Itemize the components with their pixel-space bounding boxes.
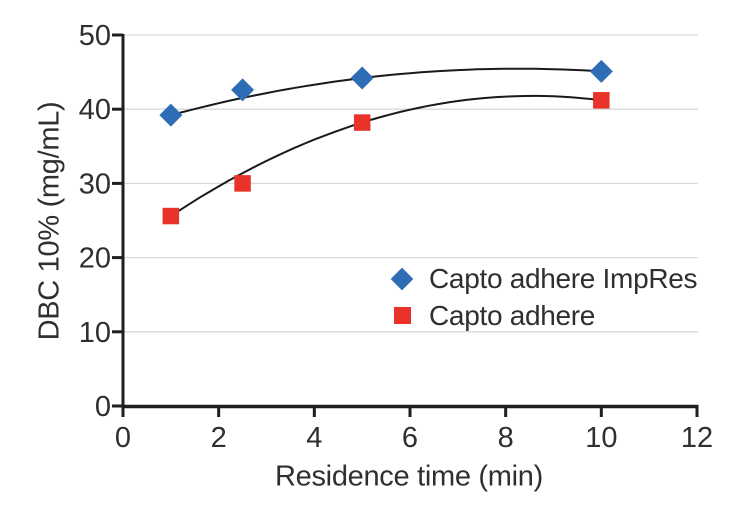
legend-item-label: Capto adhere ImpRes: [429, 262, 698, 294]
square-marker-icon: [393, 307, 411, 324]
x-tick-label-10: 10: [585, 422, 617, 454]
data-point-diamond: [350, 66, 374, 90]
x-axis-title: Residence time (min): [275, 460, 543, 493]
data-point-square: [593, 92, 610, 109]
diamond-marker-icon: [390, 267, 414, 290]
data-point-diamond: [231, 78, 255, 102]
x-tick-label-6: 6: [402, 422, 418, 454]
y-axis-title: DBC 10% (mg/mL): [33, 101, 66, 341]
x-tick-label-0: 0: [115, 422, 131, 454]
data-point-diamond: [159, 103, 183, 127]
x-tick-label-4: 4: [306, 422, 322, 454]
data-point-square: [234, 175, 251, 192]
legend-item: Capto adhere: [388, 297, 697, 334]
trend-curve-adhere: [170, 94, 602, 217]
x-tick-label-8: 8: [498, 422, 514, 454]
x-tick-label-2: 2: [211, 422, 227, 454]
x-tick-label-12: 12: [681, 422, 713, 454]
y-tick-label-0: 0: [95, 391, 111, 423]
legend-item-label: Capto adhere: [429, 299, 596, 331]
y-tick-label-40: 40: [79, 94, 111, 126]
legend-marker-wrap: [388, 267, 416, 290]
legend: Capto adhere ImpRes Capto adhere: [388, 260, 698, 334]
legend-marker-wrap: [388, 307, 416, 324]
y-tick-label-30: 30: [79, 168, 111, 200]
data-point-square: [353, 114, 371, 131]
data-point-diamond: [589, 59, 613, 83]
y-tick-label-50: 50: [79, 20, 111, 52]
data-point-square: [162, 207, 180, 225]
y-tick-label-20: 20: [79, 243, 111, 275]
legend-item: Capto adhere ImpRes: [388, 260, 698, 297]
y-tick-label-10: 10: [79, 317, 111, 349]
